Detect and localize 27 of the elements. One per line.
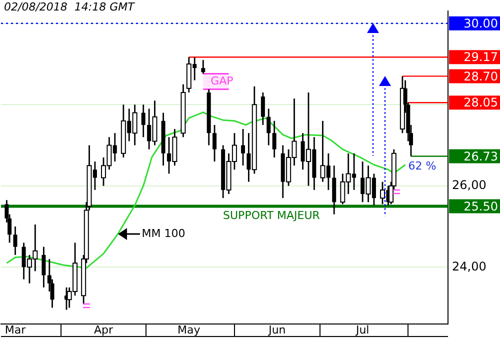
ref-line-label: 29.17 — [464, 50, 498, 64]
x-tick-label: Jul — [354, 323, 370, 336]
ref-line-label: 25.50 — [464, 199, 498, 214]
x-tick-label: Jun — [268, 323, 286, 336]
y-tick-label: 24,00 — [452, 259, 486, 274]
candlestick — [266, 108, 271, 146]
ref-line-label: 30.00 — [464, 16, 498, 31]
candlestick — [272, 120, 276, 158]
x-tick-label: May — [178, 323, 201, 336]
ref-line-label: 28.70 — [464, 69, 498, 84]
annotation: MM 100 — [142, 227, 186, 240]
candlestick — [141, 104, 146, 138]
candlestick — [212, 124, 217, 162]
candlestick — [13, 226, 18, 256]
ref-line-label: 28.05 — [464, 96, 498, 110]
band-label: GAP — [210, 74, 234, 88]
annotation: 62 % — [408, 160, 436, 173]
candlestick — [241, 128, 246, 166]
x-tick-label: Apr — [94, 323, 114, 336]
y-tick-label: 26,00 — [452, 178, 486, 192]
chart-title: 02/08/2018 14:18 GMT — [4, 0, 136, 14]
candlestick — [42, 246, 46, 288]
x-tick-label: Mar — [4, 323, 26, 336]
annotation: SUPPORT MAJEUR — [223, 209, 320, 222]
candlestick — [260, 92, 265, 126]
ref-line-label: 26.73 — [464, 149, 498, 164]
candlestick — [201, 59, 206, 74]
